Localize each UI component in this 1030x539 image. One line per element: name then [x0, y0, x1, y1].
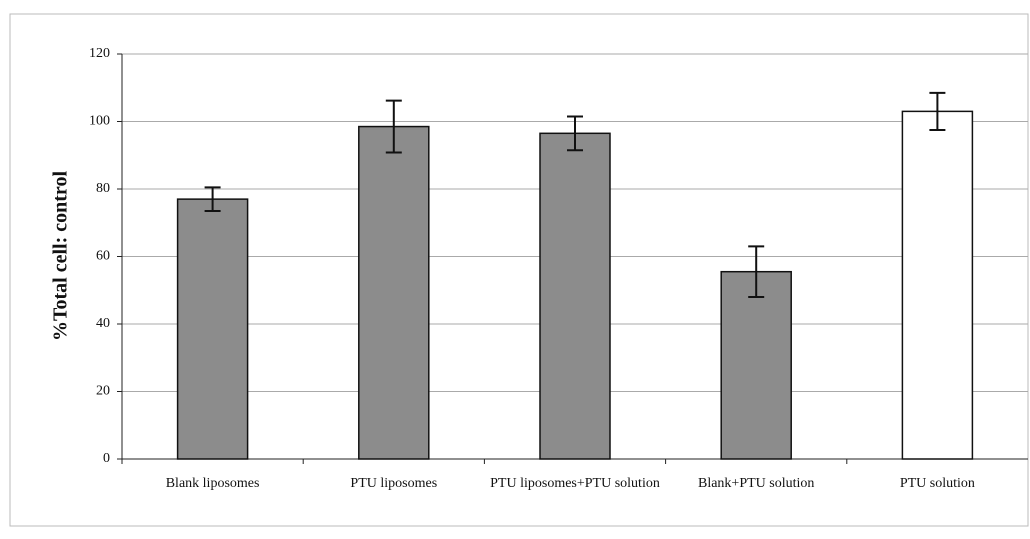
y-tick-label: 20 [96, 384, 110, 399]
x-tick-label: PTU liposomes+PTU solution [490, 476, 660, 491]
y-tick-label: 40 [96, 316, 110, 331]
bar [901, 110, 974, 460]
error-bar [567, 115, 583, 152]
bar [358, 125, 430, 460]
error-bar [748, 245, 765, 298]
y-tick-label: 0 [103, 451, 110, 466]
error-bar [929, 91, 946, 131]
x-tick-label: PTU liposomes [350, 476, 438, 491]
y-tick-label: 120 [89, 46, 110, 61]
y-tick-label: 100 [89, 114, 110, 129]
error-bar [385, 99, 402, 154]
bar [176, 198, 249, 460]
bar [720, 270, 792, 460]
y-tick-label: 60 [96, 249, 110, 264]
y-axis-label: %Total cell: control [50, 171, 72, 341]
chart-frame [9, 13, 1029, 527]
error-bar [204, 186, 221, 212]
y-tick-label: 80 [96, 181, 110, 196]
x-tick-label: PTU solution [899, 476, 975, 491]
x-tick-label: Blank liposomes [165, 476, 260, 491]
bar [539, 132, 611, 460]
x-tick-label: Blank+PTU solution [697, 476, 815, 491]
